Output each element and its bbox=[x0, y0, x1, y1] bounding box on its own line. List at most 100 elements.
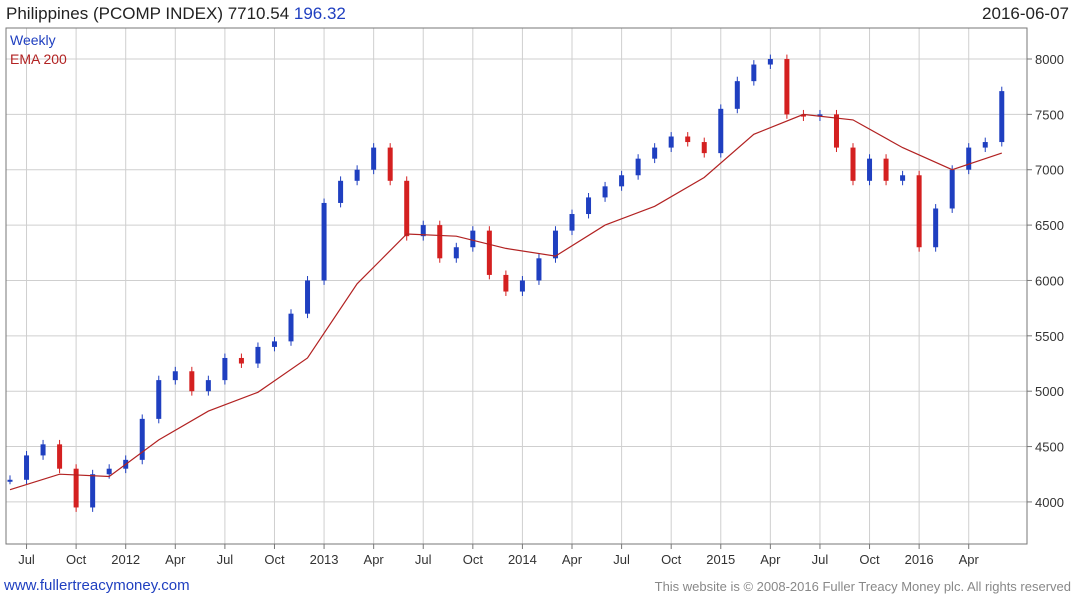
candle-body bbox=[172, 371, 178, 381]
y-axis: 4000 4500 5000 5500 6000 6500 7000 7500 8000 bbox=[1027, 52, 1064, 510]
title-text: Philippines (PCOMP INDEX) 7710.54 bbox=[6, 4, 290, 23]
candle-body bbox=[40, 444, 46, 456]
candle-body bbox=[453, 247, 459, 259]
candle-body bbox=[437, 225, 443, 259]
candle-body bbox=[420, 225, 426, 237]
x-tick-label: Apr bbox=[959, 552, 980, 567]
y-tick-label: 7500 bbox=[1035, 107, 1064, 122]
change-value: 196.32 bbox=[293, 4, 346, 23]
x-tick-label: Oct bbox=[661, 552, 682, 567]
site-link[interactable]: www.fullertreacymoney.com bbox=[4, 577, 190, 594]
x-tick-label: 2014 bbox=[508, 552, 537, 567]
x-tick-label: Apr bbox=[364, 552, 385, 567]
candle-body bbox=[916, 175, 922, 248]
candle-body bbox=[767, 59, 773, 65]
copyright-text: This website is © 2008-2016 Fuller Treac… bbox=[654, 579, 1071, 594]
candle-body bbox=[106, 468, 112, 475]
candle-body bbox=[288, 313, 294, 342]
candle-body bbox=[503, 274, 509, 292]
candle-body bbox=[602, 186, 608, 198]
x-tick-label: Jul bbox=[415, 552, 432, 567]
y-tick-label: 6000 bbox=[1035, 273, 1064, 288]
y-tick-label: 6500 bbox=[1035, 218, 1064, 233]
candle-body bbox=[371, 147, 377, 170]
candle-body bbox=[387, 147, 393, 181]
y-tick-label: 5000 bbox=[1035, 384, 1064, 399]
candle-body bbox=[354, 169, 360, 181]
candle-body bbox=[271, 341, 277, 347]
candle-body bbox=[685, 136, 691, 143]
candle-body bbox=[999, 91, 1005, 143]
candle-body bbox=[734, 81, 740, 109]
x-tick-label: 2016 bbox=[905, 552, 934, 567]
x-tick-label: 2012 bbox=[111, 552, 140, 567]
ema-200-line bbox=[9, 113, 1002, 491]
candle-body bbox=[850, 147, 856, 181]
x-tick-label: Jul bbox=[613, 552, 630, 567]
x-tick-label: Jul bbox=[18, 552, 35, 567]
candle-body bbox=[586, 197, 592, 215]
candle-body bbox=[569, 214, 575, 231]
chart-title: Philippines (PCOMP INDEX) 7710.54 196.32 bbox=[6, 4, 346, 24]
x-tick-label: 2015 bbox=[706, 552, 735, 567]
candle-body bbox=[57, 444, 63, 469]
candle-body bbox=[139, 418, 145, 460]
candle-body bbox=[800, 114, 806, 117]
candle-body bbox=[156, 380, 162, 419]
x-tick-label: Apr bbox=[165, 552, 186, 567]
y-tick-label: 4500 bbox=[1035, 440, 1064, 455]
x-tick-label: Apr bbox=[562, 552, 583, 567]
candle-body bbox=[668, 136, 674, 148]
x-tick-label: Oct bbox=[264, 552, 285, 567]
candle-body bbox=[701, 142, 707, 154]
candle-body bbox=[949, 169, 955, 209]
x-tick-label: Jul bbox=[217, 552, 234, 567]
candle-body bbox=[305, 280, 311, 314]
candle-body bbox=[833, 114, 839, 148]
candle-body bbox=[73, 468, 79, 508]
candle-body bbox=[189, 371, 195, 392]
y-tick-label: 7000 bbox=[1035, 163, 1064, 178]
candle-body bbox=[619, 175, 625, 187]
candle-body bbox=[552, 230, 558, 259]
y-tick-label: 4000 bbox=[1035, 495, 1064, 510]
chart-date: 2016-06-07 bbox=[982, 4, 1069, 23]
candle-body bbox=[652, 147, 658, 159]
x-axis: Jul Oct 2012 Apr Jul Oct 2013 Apr Jul Oct 2014 Apr J… bbox=[18, 544, 980, 567]
weekly-series bbox=[7, 54, 1005, 512]
legend-ema-200: EMA 200 bbox=[10, 51, 67, 67]
legend-weekly: Weekly bbox=[10, 32, 56, 48]
candle-body bbox=[751, 64, 757, 82]
candle-body bbox=[784, 59, 790, 115]
candle-body bbox=[536, 258, 542, 281]
candle-body bbox=[338, 180, 344, 203]
candle-body bbox=[519, 280, 525, 292]
candle-body bbox=[238, 357, 244, 364]
candle-body bbox=[883, 158, 889, 181]
y-tick-label: 5500 bbox=[1035, 329, 1064, 344]
candle-body bbox=[900, 175, 906, 181]
candle-body bbox=[486, 230, 492, 275]
candle-body bbox=[470, 230, 476, 248]
candle-body bbox=[222, 357, 228, 381]
candle-body bbox=[718, 108, 724, 154]
x-tick-label: Jul bbox=[812, 552, 829, 567]
x-tick-label: Oct bbox=[859, 552, 880, 567]
x-tick-label: Oct bbox=[66, 552, 87, 567]
candle-body bbox=[867, 158, 873, 181]
candle-body bbox=[90, 474, 96, 508]
candle-body bbox=[982, 142, 988, 148]
x-tick-label: 2013 bbox=[310, 552, 339, 567]
x-tick-label: Oct bbox=[463, 552, 484, 567]
y-tick-label: 8000 bbox=[1035, 52, 1064, 67]
candle-body bbox=[205, 380, 211, 392]
candle-body bbox=[255, 346, 261, 364]
x-tick-label: Apr bbox=[760, 552, 781, 567]
candle-body bbox=[321, 202, 327, 281]
candle-body bbox=[7, 479, 13, 482]
candle-body bbox=[404, 180, 410, 237]
plot-frame bbox=[5, 27, 1028, 545]
candle-body bbox=[635, 158, 641, 176]
candle-body bbox=[933, 208, 939, 248]
